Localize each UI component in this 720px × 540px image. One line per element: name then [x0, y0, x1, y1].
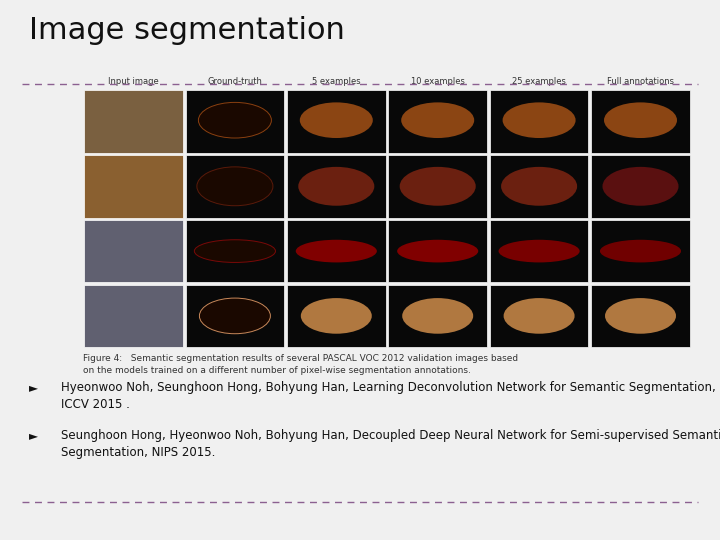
Ellipse shape [603, 167, 678, 206]
Bar [287, 90, 386, 153]
Text: Image segmentation: Image segmentation [29, 16, 345, 45]
Ellipse shape [301, 298, 372, 334]
Ellipse shape [194, 240, 276, 262]
Bar [84, 220, 183, 282]
Ellipse shape [605, 298, 676, 334]
Text: 25 examples: 25 examples [512, 77, 566, 86]
Ellipse shape [199, 298, 271, 334]
Bar [84, 155, 183, 218]
Text: 10 examples: 10 examples [411, 77, 464, 86]
Bar [287, 155, 386, 218]
Bar [186, 220, 284, 282]
Ellipse shape [401, 103, 474, 138]
Ellipse shape [197, 167, 273, 206]
Bar [186, 155, 284, 218]
Text: 5 examples: 5 examples [312, 77, 361, 86]
Text: ►: ► [29, 381, 37, 394]
Bar [591, 220, 690, 282]
Text: Seunghoon Hong, Hyeonwoo Noh, Bohyung Han, Decoupled Deep Neural Network for Sem: Seunghoon Hong, Hyeonwoo Noh, Bohyung Ha… [61, 429, 720, 460]
Ellipse shape [298, 167, 374, 206]
Bar [186, 90, 284, 153]
Ellipse shape [498, 240, 580, 262]
Ellipse shape [300, 103, 373, 138]
Text: Hyeonwoo Noh, Seunghoon Hong, Bohyung Han, Learning Deconvolution Network for Se: Hyeonwoo Noh, Seunghoon Hong, Bohyung Ha… [61, 381, 716, 411]
Ellipse shape [402, 298, 473, 334]
Ellipse shape [296, 240, 377, 262]
Bar [490, 285, 588, 347]
Ellipse shape [199, 103, 271, 138]
Text: Full annotations: Full annotations [607, 77, 674, 86]
Ellipse shape [503, 103, 575, 138]
Text: Figure 4:   Semantic segmentation results of several PASCAL VOC 2012 validation : Figure 4: Semantic segmentation results … [83, 354, 518, 375]
Ellipse shape [397, 240, 478, 262]
Bar [287, 285, 386, 347]
Bar [389, 285, 487, 347]
Bar [591, 285, 690, 347]
Ellipse shape [501, 167, 577, 206]
Bar [389, 220, 487, 282]
Bar [591, 155, 690, 218]
Bar [84, 90, 183, 153]
Bar [287, 220, 386, 282]
Text: Ground-truth: Ground-truth [207, 77, 262, 86]
Ellipse shape [400, 167, 476, 206]
Bar [84, 285, 183, 347]
Bar [490, 220, 588, 282]
Ellipse shape [604, 103, 677, 138]
Bar [490, 90, 588, 153]
Bar [186, 285, 284, 347]
Bar [389, 90, 487, 153]
Text: ►: ► [29, 429, 37, 442]
Text: Input image: Input image [108, 77, 159, 86]
Bar [389, 155, 487, 218]
Ellipse shape [503, 298, 575, 334]
Bar [591, 90, 690, 153]
Bar [490, 155, 588, 218]
Ellipse shape [600, 240, 681, 262]
